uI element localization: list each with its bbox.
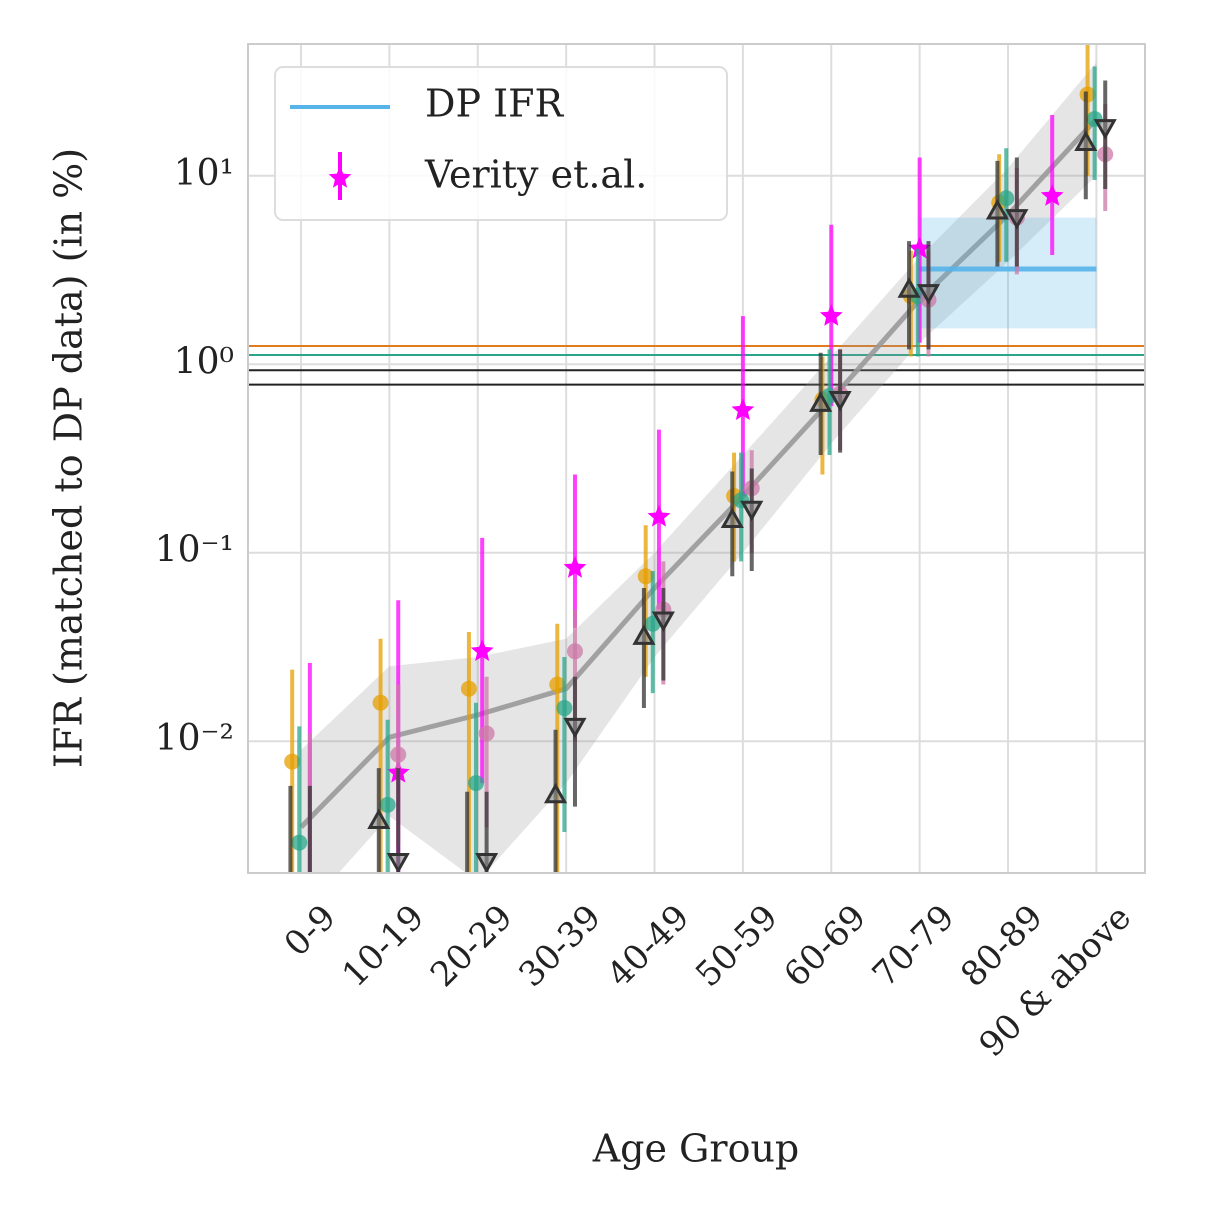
x-tick-label: 50-59 [688, 897, 786, 995]
legend: DP IFR Verity et.al. [274, 66, 728, 221]
point [458, 888, 476, 904]
point [475, 853, 499, 873]
point [632, 624, 656, 645]
point [998, 190, 1015, 207]
point [386, 853, 410, 873]
point [1005, 209, 1029, 230]
point [897, 277, 921, 298]
point [298, 879, 321, 901]
point [468, 775, 485, 792]
y-tick-label: 10⁰ [174, 341, 234, 382]
y-tick-label: 10¹ [174, 153, 234, 194]
x-tick-label: 70-79 [865, 897, 963, 995]
point [460, 680, 477, 697]
x-tick-label: 30-39 [511, 897, 609, 995]
point [281, 888, 299, 904]
band [301, 62, 1097, 873]
x-tick-label: 40-49 [600, 897, 698, 995]
x-tick-label: 20-29 [423, 897, 521, 995]
plot-frame [247, 43, 1146, 874]
y-axis-label: IFR (matched to DP data) (in %) [47, 148, 91, 768]
point [916, 284, 941, 305]
point [556, 700, 573, 717]
point [563, 717, 587, 739]
point [1093, 119, 1117, 140]
point [563, 556, 587, 578]
legend-swatch [328, 166, 352, 188]
x-tick-label: 10-19 [335, 897, 433, 995]
point [720, 507, 744, 529]
point [828, 391, 852, 412]
y-tick-label: 10⁻² [155, 718, 234, 759]
line [299, 117, 1099, 829]
point [291, 834, 308, 851]
point [740, 500, 764, 522]
point [390, 746, 407, 763]
point [647, 504, 671, 527]
point [478, 725, 495, 742]
legend-label: DP IFR [425, 82, 564, 126]
point [651, 611, 675, 633]
point [1074, 130, 1098, 152]
plot-marks [248, 44, 1145, 904]
point [637, 568, 654, 585]
point [372, 694, 389, 711]
point [284, 753, 301, 770]
point [566, 643, 583, 660]
point [367, 808, 391, 829]
point [985, 198, 1009, 220]
x-tick-label: 0-9 [277, 897, 344, 964]
point [543, 782, 568, 804]
point [1040, 184, 1064, 206]
point [908, 236, 932, 259]
point [819, 304, 843, 326]
point [379, 796, 396, 813]
point [809, 391, 833, 412]
point [470, 639, 494, 661]
x-tick-label: 60-69 [776, 897, 874, 995]
legend-label: Verity et.al. [424, 153, 647, 197]
y-tick-label: 10⁻¹ [155, 530, 234, 571]
x-axis-label: Age Group [592, 1127, 800, 1171]
point [549, 676, 566, 693]
point [731, 398, 755, 420]
